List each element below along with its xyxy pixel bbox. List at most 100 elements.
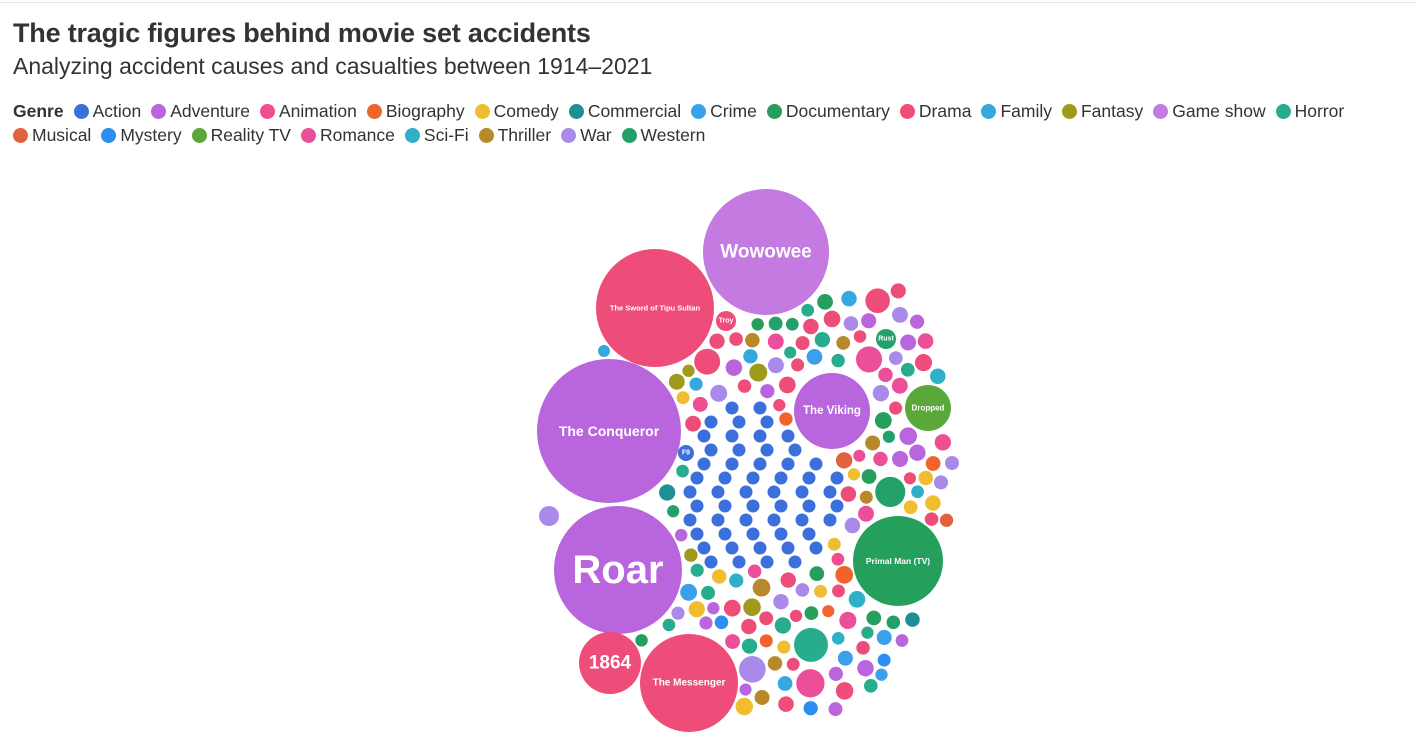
bubble-war[interactable] [773, 594, 789, 610]
bubble-wowowee[interactable] [703, 189, 829, 315]
bubble-comedy[interactable] [711, 569, 727, 584]
bubble-drama[interactable] [778, 376, 796, 394]
bubble-thriller[interactable] [745, 332, 760, 348]
bubble-western[interactable] [875, 476, 906, 507]
bubble-drama[interactable] [773, 399, 786, 412]
bubble-war[interactable] [872, 385, 890, 402]
bubble-action[interactable] [760, 555, 774, 569]
bubble-drama[interactable] [823, 310, 841, 328]
legend-item-thriller[interactable]: Thriller [478, 125, 551, 145]
legend-item-biography[interactable]: Biography [366, 101, 465, 121]
bubble-biography[interactable] [822, 605, 835, 618]
bubble-drama[interactable] [694, 348, 721, 375]
bubble-commercial[interactable] [659, 484, 676, 501]
legend-item-mystery[interactable]: Mystery [101, 125, 182, 145]
bubble-comedy[interactable] [688, 601, 705, 618]
bubble-animation[interactable] [831, 552, 845, 566]
bubble-documentary[interactable] [866, 610, 882, 626]
bubble-adventure[interactable] [760, 384, 775, 399]
bubble-action[interactable] [830, 499, 844, 513]
bubble-fantasy[interactable] [684, 548, 698, 562]
bubble-comedy[interactable] [735, 697, 754, 716]
bubble-adventure[interactable] [900, 334, 917, 351]
bubble-drama[interactable] [856, 640, 870, 655]
bubble-drama[interactable] [685, 415, 701, 432]
bubble-thriller[interactable] [752, 578, 771, 597]
bubble-thriller[interactable] [865, 435, 881, 451]
bubble-mystery[interactable] [803, 701, 818, 716]
legend-item-sci-fi[interactable]: Sci-Fi [404, 125, 469, 145]
bubble-sci-fi[interactable] [930, 368, 946, 384]
bubble-family[interactable] [689, 377, 703, 391]
bubble-drama[interactable] [741, 618, 757, 635]
bubble-horror[interactable] [784, 346, 797, 359]
bubble-war[interactable] [795, 583, 810, 597]
bubble-drama[interactable] [759, 611, 774, 626]
bubble-adventure[interactable] [674, 528, 688, 542]
bubble-comedy[interactable] [903, 500, 918, 515]
legend-item-action[interactable]: Action [73, 101, 141, 121]
bubble-action[interactable] [725, 541, 739, 555]
bubble-documentary[interactable] [861, 469, 877, 484]
bubble-romance[interactable] [725, 634, 741, 649]
bubble-family[interactable] [777, 676, 793, 691]
bubble-action[interactable] [732, 443, 746, 457]
bubble-commercial[interactable] [905, 612, 920, 627]
bubble-adventure[interactable] [895, 634, 909, 647]
bubble-the-messenger[interactable] [640, 634, 738, 732]
bubble-action[interactable] [725, 457, 739, 471]
bubble-western[interactable] [882, 430, 895, 443]
bubble-action[interactable] [697, 541, 711, 555]
bubble-horror[interactable] [741, 638, 758, 654]
bubble-action[interactable] [802, 527, 816, 541]
bubble-action[interactable] [774, 499, 788, 513]
bubble-romance[interactable] [853, 449, 866, 462]
bubble-romance[interactable] [878, 367, 893, 383]
bubble-musical[interactable] [939, 513, 954, 527]
bubble-biography[interactable] [759, 634, 773, 648]
bubble-drama[interactable] [723, 599, 741, 617]
bubble-adventure[interactable] [857, 660, 874, 677]
legend-item-reality-tv[interactable]: Reality TV [191, 125, 291, 145]
bubble-war[interactable] [739, 655, 766, 683]
bubble-action[interactable] [802, 499, 816, 513]
bubble-action[interactable] [704, 555, 718, 569]
bubble-horror[interactable] [690, 563, 704, 577]
bubble-roar[interactable] [554, 506, 682, 634]
bubble-adventure[interactable] [828, 666, 843, 681]
bubble-romance[interactable] [858, 505, 874, 522]
bubble-action[interactable] [788, 555, 802, 569]
bubble-adventure[interactable] [828, 702, 843, 717]
bubble-adventure[interactable] [699, 616, 713, 630]
bubble-action[interactable] [732, 415, 746, 429]
legend-item-animation[interactable]: Animation [260, 101, 357, 121]
bubble-dropped[interactable] [905, 385, 951, 431]
bubble-drama[interactable] [789, 609, 803, 623]
bubble-crime[interactable] [876, 629, 892, 645]
legend-item-crime[interactable]: Crime [691, 101, 757, 121]
bubble-action[interactable] [718, 471, 732, 485]
bubble-action[interactable] [746, 527, 760, 541]
bubble-romance[interactable] [917, 333, 934, 349]
bubble-comedy[interactable] [676, 391, 690, 405]
bubble-war[interactable] [671, 606, 685, 620]
bubble-adventure[interactable] [861, 313, 877, 329]
bubble-crime[interactable] [875, 668, 888, 681]
bubble-action[interactable] [753, 401, 767, 415]
legend-item-documentary[interactable]: Documentary [766, 101, 890, 121]
bubble-comedy[interactable] [777, 640, 791, 654]
legend-item-family[interactable]: Family [981, 101, 1052, 121]
bubble-mystery[interactable] [877, 653, 891, 667]
bubble-adventure[interactable] [909, 314, 925, 329]
bubble-action[interactable] [711, 485, 725, 499]
bubble-animation[interactable] [934, 434, 951, 451]
legend-item-romance[interactable]: Romance [300, 125, 395, 145]
bubble-rust[interactable] [876, 329, 896, 349]
bubble-drama[interactable] [890, 283, 906, 299]
bubble-action[interactable] [739, 485, 753, 499]
bubble-f9[interactable] [678, 445, 694, 461]
bubble-biography[interactable] [835, 565, 854, 584]
bubble-horror[interactable] [831, 353, 845, 368]
bubble-documentary[interactable] [817, 294, 833, 310]
bubble-the-conqueror[interactable] [537, 359, 681, 503]
